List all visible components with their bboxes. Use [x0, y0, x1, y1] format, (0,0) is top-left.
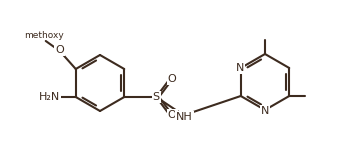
Text: O: O — [55, 45, 64, 55]
Text: N: N — [236, 63, 244, 73]
Text: S: S — [153, 92, 160, 102]
Text: H₂N: H₂N — [39, 92, 60, 102]
Text: O: O — [168, 74, 177, 84]
Text: methoxy: methoxy — [24, 31, 64, 39]
Text: N: N — [261, 106, 269, 116]
Text: O: O — [168, 110, 177, 120]
Text: NH: NH — [176, 112, 193, 122]
